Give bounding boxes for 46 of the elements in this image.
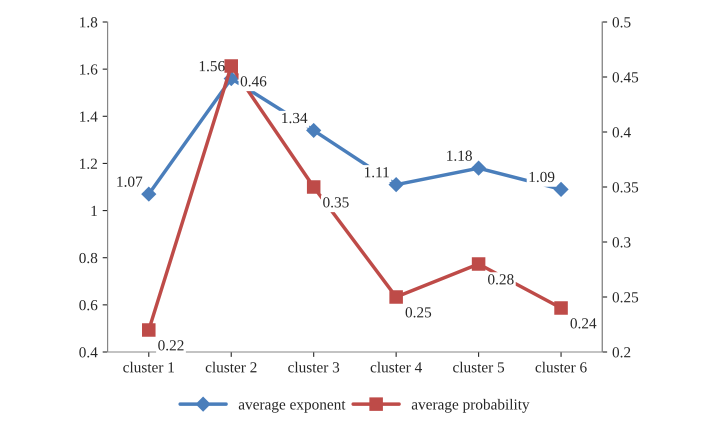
y2-tick-label: 0.2 — [612, 347, 630, 358]
point — [472, 257, 486, 271]
point — [389, 290, 403, 304]
y2-tick-label: 0.45 — [612, 72, 638, 83]
point — [554, 301, 568, 315]
point — [224, 59, 238, 73]
point — [141, 186, 156, 202]
y-tick-label: 1.4 — [80, 112, 98, 122]
y-tick-label: 0.6 — [79, 300, 98, 310]
data-label: 1.09 — [530, 172, 554, 182]
legend-label: average probability — [412, 398, 530, 413]
point — [306, 180, 320, 194]
data-label: 1.34 — [282, 112, 308, 124]
data-label: 0.24 — [570, 318, 596, 329]
y-tick-label: 1.8 — [80, 17, 98, 28]
y-tick-label: 1.2 — [80, 158, 97, 169]
data-label: 0.35 — [323, 197, 349, 208]
data-label: 1.18 — [447, 150, 472, 161]
y-tick-label: 1.6 — [80, 64, 98, 75]
data-label: 0.28 — [488, 274, 514, 285]
point — [554, 182, 568, 197]
x-tick-label: cluster 5 — [453, 362, 504, 372]
x-tick-label: cluster 2 — [206, 362, 256, 372]
data-label: 1.11 — [364, 167, 389, 178]
legend-label: average exponent — [238, 400, 346, 413]
y-tick-label: 0.4 — [79, 347, 98, 358]
data-label: 1.56 — [200, 61, 225, 72]
point — [142, 323, 156, 337]
x-tick-label: cluster 6 — [536, 362, 587, 372]
y2-tick-label: 0.25 — [612, 292, 638, 303]
x-tick-label: cluster 1 — [123, 362, 174, 372]
data-label: 0.46 — [240, 76, 266, 87]
data-label: 0.22 — [158, 340, 184, 351]
y2-tick-label: 0.35 — [612, 182, 638, 193]
data-label: 0.25 — [406, 307, 432, 318]
y-tick-label: 0.8 — [79, 252, 98, 264]
y2-tick-label: 0.5 — [612, 17, 631, 28]
point — [306, 123, 322, 138]
point — [471, 160, 486, 176]
x-tick-label: cluster 3 — [288, 362, 340, 372]
y-tick-label: 1 — [92, 206, 97, 216]
y2-tick-label: 0.3 — [612, 237, 631, 248]
x-tick-label: cluster 4 — [370, 362, 422, 372]
y2-tick-label: 0.4 — [612, 127, 631, 138]
point — [388, 177, 404, 192]
data-label: 1.07 — [117, 176, 142, 187]
